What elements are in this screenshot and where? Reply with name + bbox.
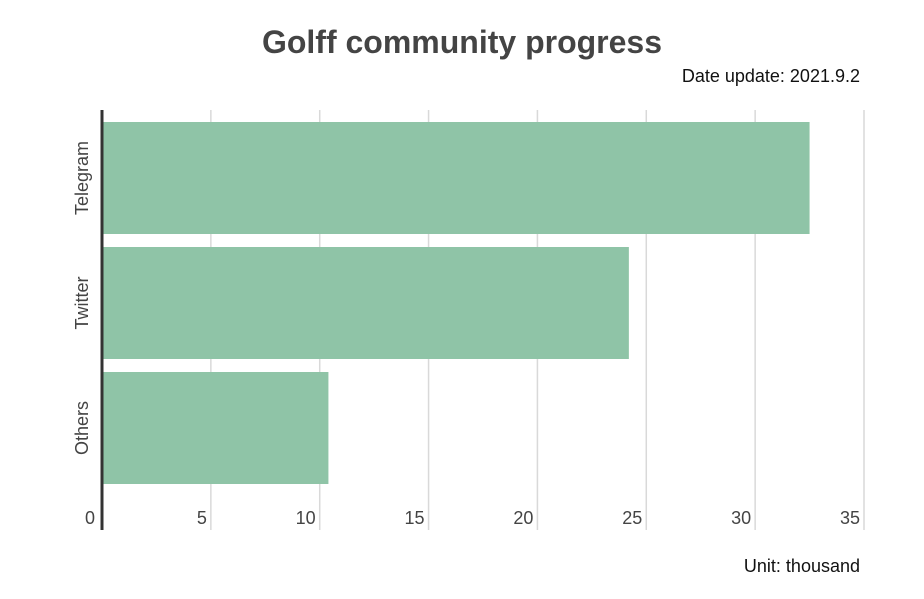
category-label-telegram: Telegram xyxy=(72,141,92,215)
bar-telegram xyxy=(102,122,810,234)
x-tick-label-25: 25 xyxy=(622,508,642,528)
x-tick-label-0: 0 xyxy=(85,508,95,528)
category-label-twitter: Twitter xyxy=(72,276,92,329)
x-tick-label-30: 30 xyxy=(731,508,751,528)
x-tick-label-15: 15 xyxy=(405,508,425,528)
bar-twitter xyxy=(102,247,629,359)
bars xyxy=(102,122,810,484)
unit-note: Unit: thousand xyxy=(743,556,860,576)
x-tick-label-35: 35 xyxy=(840,508,860,528)
x-tick-label-20: 20 xyxy=(513,508,533,528)
bar-others xyxy=(102,372,329,484)
chart-title: Golff community progress xyxy=(261,24,663,60)
x-tick-label-10: 10 xyxy=(296,508,316,528)
date-update-note: Date update: 2021.9.2 xyxy=(681,66,860,86)
x-tick-label-5: 5 xyxy=(197,508,207,528)
category-label-others: Others xyxy=(72,401,92,455)
x-tick-labels: 0 5 10 15 20 25 30 35 xyxy=(85,508,860,528)
category-labels: Telegram Twitter Others xyxy=(72,141,92,455)
